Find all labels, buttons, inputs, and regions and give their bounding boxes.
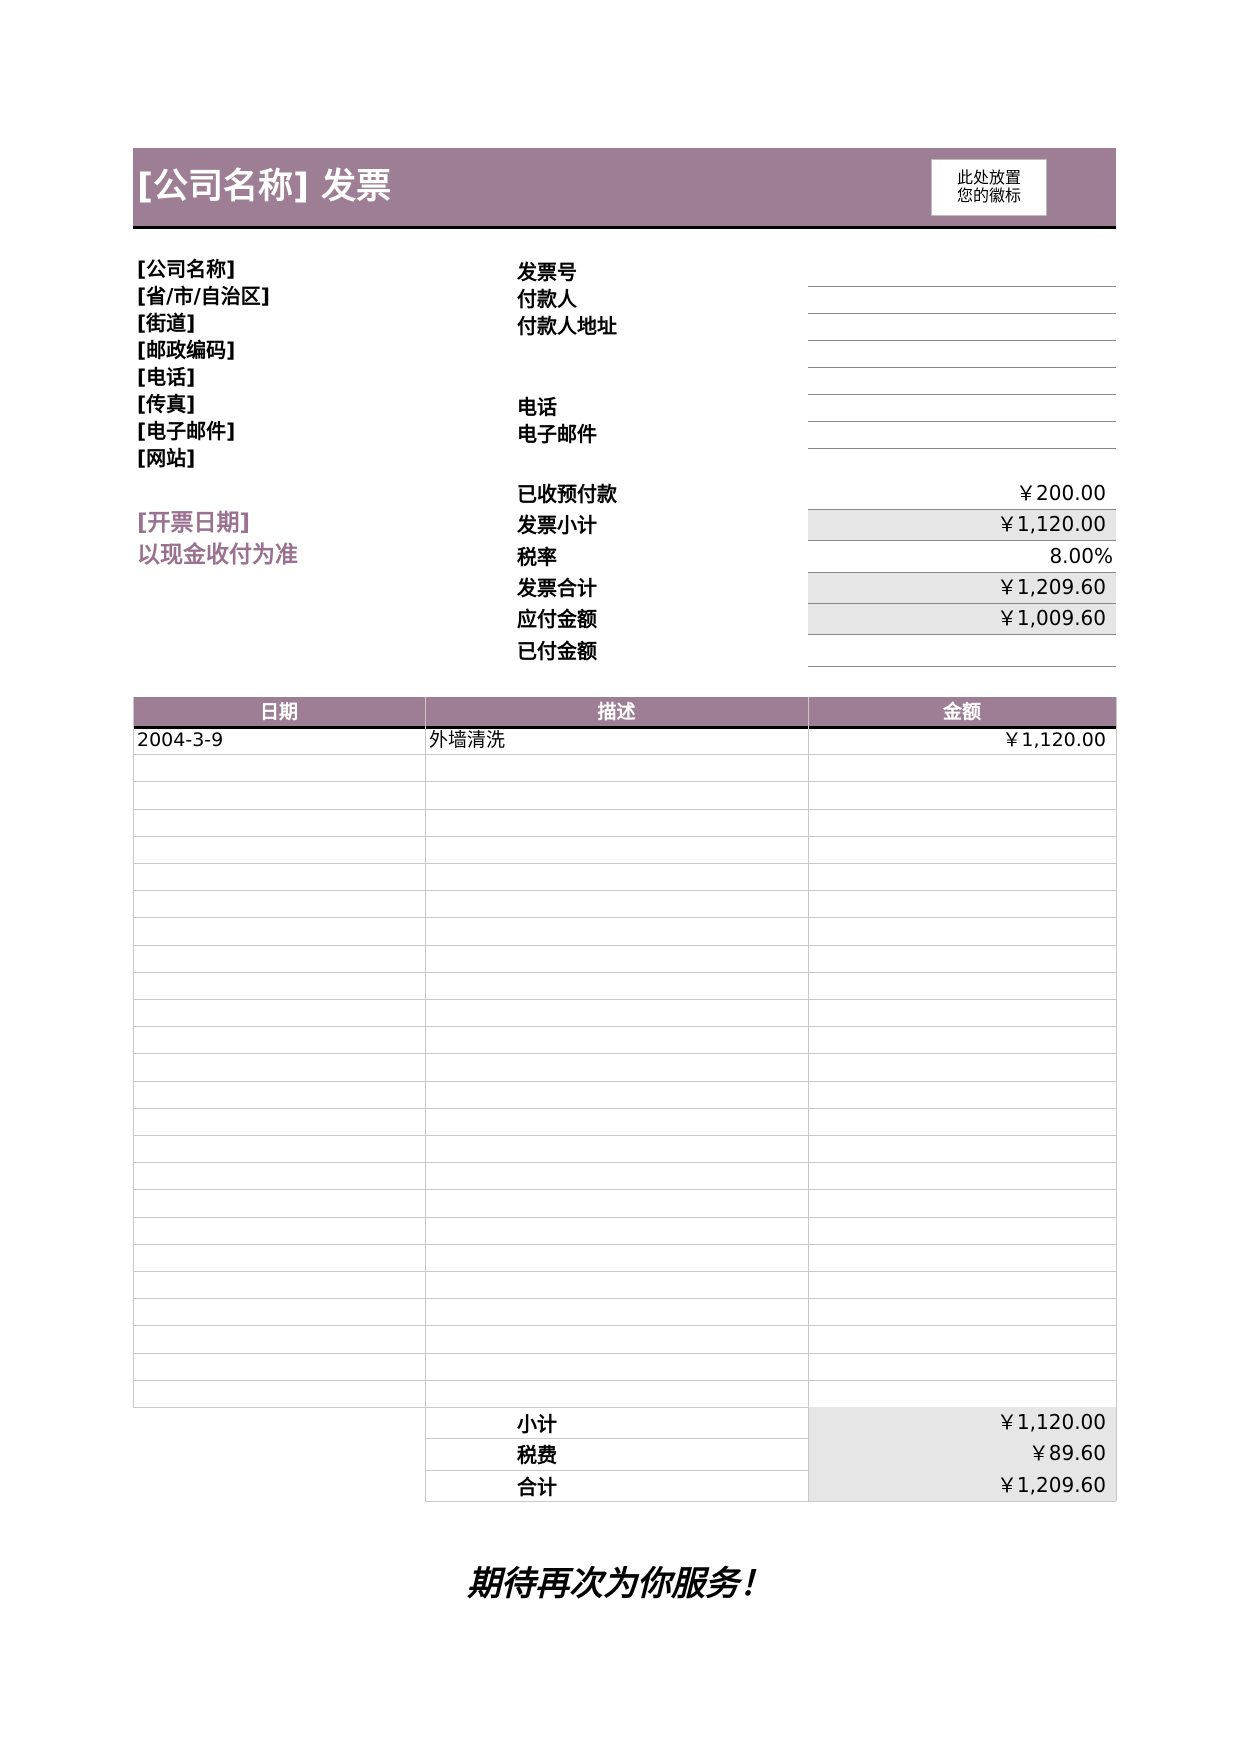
row-line xyxy=(133,1243,1116,1245)
row-line xyxy=(133,999,1116,1000)
totals-label: 合计 xyxy=(517,1474,557,1499)
row-line xyxy=(133,1298,1116,1300)
summary-value: 8.00% xyxy=(1049,543,1113,568)
company-line: [电话] xyxy=(137,365,196,389)
row-line xyxy=(133,781,1116,783)
totals-value: ￥1,209.60 xyxy=(996,1472,1106,1497)
logo-box: 此处放置 您的徽标 xyxy=(931,159,1047,216)
title: [公司名称] 发票 xyxy=(137,167,392,207)
summary-cell xyxy=(808,541,1116,573)
column-line xyxy=(133,697,134,1407)
row-line xyxy=(133,808,1116,810)
footer-message: 期待再次为你服务！ xyxy=(467,1564,773,1604)
summary-value: ￥1,120.00 xyxy=(996,512,1106,537)
totals-column-line xyxy=(1116,1407,1117,1501)
summary-label: 发票合计 xyxy=(517,575,597,600)
row-line xyxy=(133,1107,1116,1109)
row-line xyxy=(133,1080,1116,1082)
totals-value-cell xyxy=(808,1469,1116,1501)
bill-label: 付款人地址 xyxy=(517,314,617,338)
bill-line xyxy=(808,394,1116,395)
bill-label: 电话 xyxy=(517,395,557,419)
bill-line xyxy=(808,367,1116,368)
summary-label: 税率 xyxy=(517,544,557,569)
bill-line xyxy=(808,340,1116,341)
column-line xyxy=(1116,697,1117,1407)
column-line xyxy=(808,697,809,1407)
bill-line xyxy=(808,286,1116,287)
totals-value-cell xyxy=(808,1438,1116,1470)
table-header xyxy=(133,697,1116,727)
row-line xyxy=(133,971,1116,973)
invoice-date: [开票日期] xyxy=(137,510,251,536)
column-header: 金额 xyxy=(942,701,981,723)
summary-value: ￥200.00 xyxy=(1016,481,1106,505)
totals-line xyxy=(425,1500,1116,1502)
company-line: [街道] xyxy=(137,311,196,335)
summary-value: ￥1,209.60 xyxy=(996,574,1106,599)
summary-label: 已收预付款 xyxy=(517,482,617,506)
summary-label: 发票小计 xyxy=(517,513,597,538)
bill-label: 电子邮件 xyxy=(517,422,597,446)
row-line xyxy=(133,1216,1116,1218)
totals-line xyxy=(425,1438,1116,1440)
row-line xyxy=(133,944,1116,946)
row-line xyxy=(133,1325,1116,1327)
row-line xyxy=(133,1407,1116,1408)
totals-column-line xyxy=(808,1407,809,1501)
totals-line xyxy=(425,1469,1116,1471)
summary-label: 已付金额 xyxy=(517,638,597,663)
row-line xyxy=(133,1135,1116,1136)
table-cell: 2004-3-9 xyxy=(137,729,224,751)
summary-cell xyxy=(808,635,1116,667)
summary-cell xyxy=(808,510,1116,542)
company-line: [传真] xyxy=(137,392,196,416)
totals-value: ￥1,120.00 xyxy=(996,1410,1106,1434)
summary-cell xyxy=(808,572,1116,604)
header-rule xyxy=(133,726,1116,729)
bill-label: 付款人 xyxy=(517,287,577,311)
row-line xyxy=(133,1271,1116,1272)
column-header: 描述 xyxy=(597,701,636,723)
totals-value-cell xyxy=(808,1407,1116,1439)
totals-value: ￥89.60 xyxy=(1028,1441,1106,1466)
row-line xyxy=(133,1162,1116,1164)
row-line xyxy=(133,863,1116,864)
payment-note: 以现金收付为准 xyxy=(137,542,298,568)
company-line: [邮政编码] xyxy=(137,338,236,362)
company-line: [网站] xyxy=(137,446,196,470)
summary-value: ￥1,009.60 xyxy=(996,606,1106,631)
row-line xyxy=(133,917,1116,919)
logo-text: 您的徽标 xyxy=(956,186,1021,205)
row-line xyxy=(133,1189,1116,1191)
row-line xyxy=(133,1026,1116,1028)
totals-column-line xyxy=(425,1407,426,1501)
column-header: 日期 xyxy=(259,701,298,723)
row-line xyxy=(133,754,1116,756)
logo-text: 此处放置 xyxy=(956,168,1021,187)
row-line xyxy=(133,1352,1116,1354)
bill-line xyxy=(808,313,1116,314)
row-line xyxy=(133,1379,1116,1381)
totals-label: 税费 xyxy=(517,1443,557,1468)
company-line: [省/市/自治区] xyxy=(137,284,270,308)
company-line: [公司名称] xyxy=(137,257,236,281)
table-cell: ￥1,120.00 xyxy=(1002,729,1106,751)
column-line xyxy=(425,697,426,1407)
table-cell: 外墙清洗 xyxy=(429,729,506,751)
summary-label: 应付金额 xyxy=(517,607,597,632)
row-line xyxy=(133,1053,1116,1055)
bill-line xyxy=(808,448,1116,449)
bill-label: 发票号 xyxy=(517,260,577,284)
title-rule xyxy=(133,226,1116,229)
summary-cell xyxy=(808,604,1116,636)
row-line xyxy=(133,890,1116,892)
company-line: [电子邮件] xyxy=(137,419,236,443)
row-line xyxy=(133,835,1116,837)
totals-label: 小计 xyxy=(517,1412,557,1436)
bill-line xyxy=(808,421,1116,422)
summary-cell xyxy=(808,479,1116,510)
